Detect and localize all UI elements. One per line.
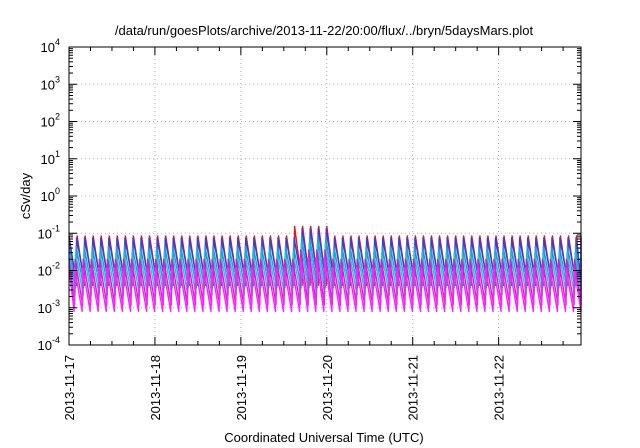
x-tick-label: 2013-11-22 bbox=[492, 355, 507, 421]
y-axis-title: cSv/day bbox=[18, 172, 33, 219]
plot-area bbox=[68, 225, 582, 313]
x-tick-label: 2013-11-20 bbox=[320, 355, 335, 421]
y-tick-label: 100 bbox=[41, 186, 60, 204]
y-tick-label: 10-4 bbox=[38, 335, 60, 353]
y-tick-label: 103 bbox=[41, 74, 60, 92]
y-tick-label: 104 bbox=[41, 37, 60, 55]
x-axis-title: Coordinated Universal Time (UTC) bbox=[224, 430, 423, 445]
x-tick-label: 2013-11-21 bbox=[406, 355, 421, 421]
x-tick-label: 2013-11-18 bbox=[148, 355, 163, 421]
x-tick-label: 2013-11-19 bbox=[234, 355, 249, 421]
y-tick-label: 10-2 bbox=[38, 261, 60, 279]
axis-ticks: 10-4 10-3 10-2 10-1 100 101 102 103 104 2013-11-1… bbox=[38, 37, 581, 421]
y-tick-label: 10-1 bbox=[38, 223, 60, 241]
y-tick-label: 101 bbox=[41, 149, 60, 167]
y-tick-label: 10-3 bbox=[38, 298, 60, 316]
series-line-6 bbox=[68, 257, 582, 313]
x-tick-label: 2013-11-17 bbox=[62, 355, 77, 421]
chart-title: /data/run/goesPlots/archive/2013-11-22/2… bbox=[115, 23, 534, 38]
y-tick-label: 102 bbox=[41, 112, 60, 130]
